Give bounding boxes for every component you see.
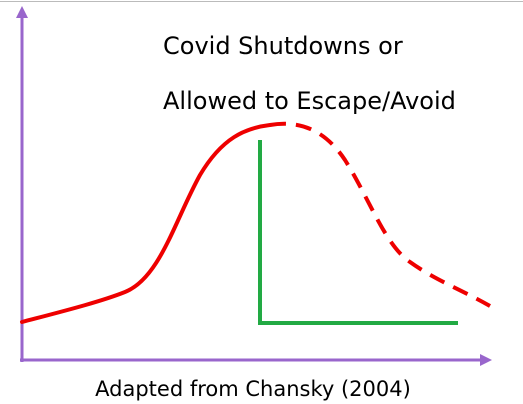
x-axis-arrow — [480, 354, 492, 366]
y-axis-arrow — [16, 6, 28, 18]
curve-solid — [20, 123, 272, 324]
label-line1: Covid Shutdowns or — [163, 32, 403, 60]
caption: Adapted from Chansky (2004) — [95, 377, 411, 401]
curve-dashed — [269, 121, 491, 308]
intervention-line — [258, 140, 458, 325]
label-line2: Allowed to Escape/Avoid — [163, 87, 456, 115]
